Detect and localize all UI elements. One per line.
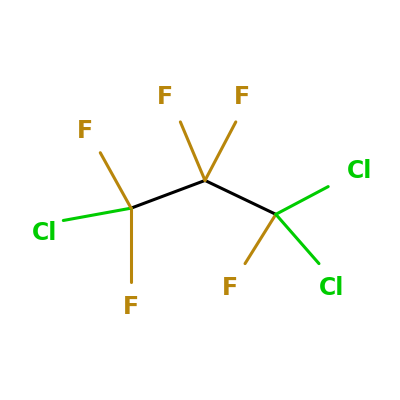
Text: F: F [123, 295, 139, 319]
Text: F: F [222, 276, 238, 300]
Text: F: F [77, 119, 93, 143]
Text: Cl: Cl [347, 159, 372, 183]
Text: F: F [157, 85, 173, 109]
Text: Cl: Cl [318, 276, 344, 300]
Text: F: F [234, 85, 250, 109]
Text: Cl: Cl [32, 221, 57, 245]
